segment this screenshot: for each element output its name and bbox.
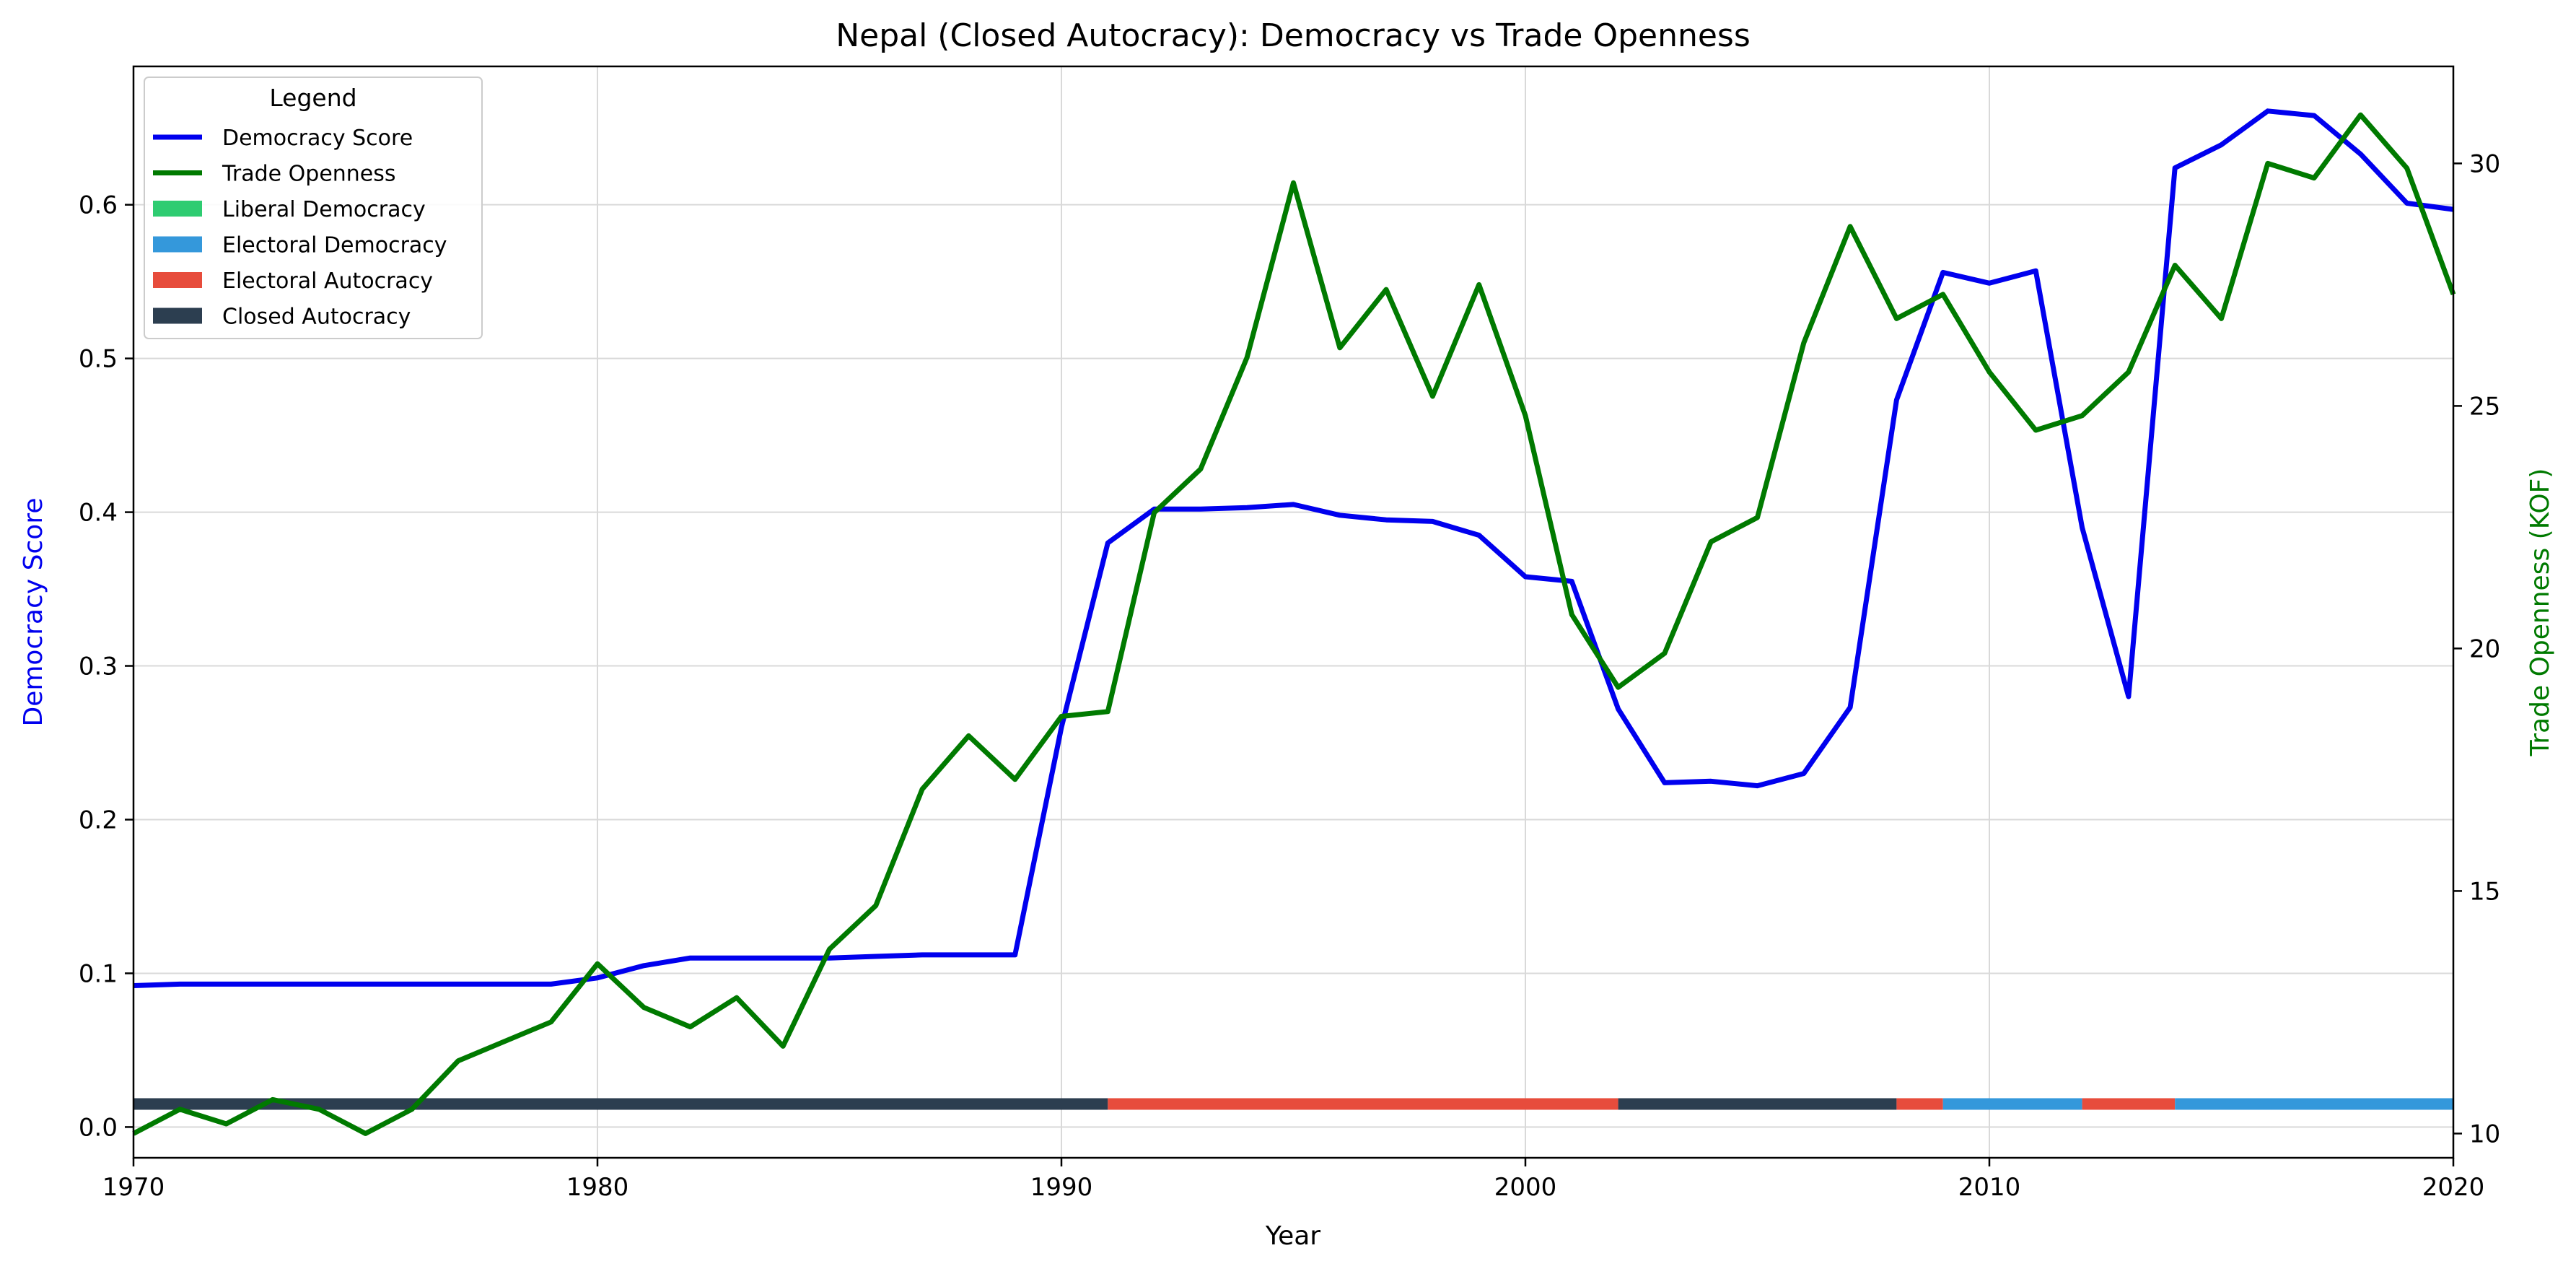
y-left-tick-label: 0.2 (79, 806, 118, 834)
y-left-tick-label: 0.5 (79, 345, 118, 374)
legend-entries: Democracy Score Trade Openness Liberal Dem… (153, 126, 447, 330)
x-tick-label: 2010 (1958, 1173, 2021, 1202)
regime-band-layer (133, 1098, 2453, 1110)
y-axis-left-title: Democracy Score (19, 498, 48, 727)
legend-box (144, 77, 483, 339)
grid-layer (133, 66, 2454, 1158)
y-left-tick-label: 0.3 (79, 653, 118, 681)
y-right-tick-label: 10 (2469, 1120, 2500, 1148)
series-layer (132, 108, 2456, 1136)
x-tick-label: 2000 (1494, 1173, 1557, 1202)
chart-title: Nepal (Closed Autocracy): Democracy vs T… (836, 17, 1751, 54)
regime-band (1108, 1098, 1618, 1110)
regime-band (1618, 1098, 1897, 1110)
y-left-tick-label: 0.4 (79, 499, 118, 528)
y-right-tick-label: 25 (2469, 392, 2500, 421)
legend-patch-swatch (153, 272, 202, 288)
x-tick-label: 2020 (2422, 1173, 2485, 1202)
x-tick-label: 1990 (1030, 1173, 1093, 1202)
x-tick-label: 1970 (102, 1173, 165, 1202)
y-left-tick-label: 0.6 (79, 191, 118, 220)
regime-band (2175, 1098, 2453, 1110)
regime-band (133, 1098, 1108, 1110)
legend-label: Electoral Democracy (222, 233, 447, 258)
legend-label: Closed Autocracy (222, 305, 411, 330)
y-left-tick-label: 0.0 (79, 1113, 118, 1142)
legend: Legend Democracy Score Trade Openness Libe… (144, 77, 483, 339)
legend-label: Electoral Autocracy (222, 269, 433, 294)
democracy-score-line (133, 108, 2454, 988)
x-tick-label: 1980 (566, 1173, 629, 1202)
x-axis: 1970 1980 1990 2000 2010 2020 (102, 1158, 2485, 1202)
plot-frame (132, 65, 2455, 1159)
legend-label: Liberal Democracy (222, 197, 426, 222)
legend-patch-swatch (153, 307, 202, 324)
x-axis-title: Year (1265, 1221, 1320, 1251)
legend-patch-swatch (153, 236, 202, 253)
y-right-tick-label: 30 (2469, 149, 2500, 178)
regime-band (1942, 1098, 2082, 1110)
y-left-tick-label: 0.1 (79, 959, 118, 988)
legend-patch-swatch (153, 201, 202, 217)
regime-band (1896, 1098, 1943, 1110)
y-axis-left: 0.0 0.1 0.2 0.3 0.4 0.5 0.6 (79, 191, 133, 1142)
legend-label: Democracy Score (222, 126, 413, 151)
y-right-tick-label: 20 (2469, 634, 2500, 663)
legend-title: Legend (269, 84, 356, 112)
y-axis-right-title: Trade Openness (KOF) (2525, 468, 2555, 757)
trade-openness-line (132, 112, 2456, 1136)
regime-band (2082, 1098, 2176, 1110)
y-right-tick-label: 15 (2469, 877, 2500, 906)
legend-label: Trade Openness (222, 162, 396, 187)
y-axis-right: 10 15 20 25 30 (2453, 149, 2500, 1148)
